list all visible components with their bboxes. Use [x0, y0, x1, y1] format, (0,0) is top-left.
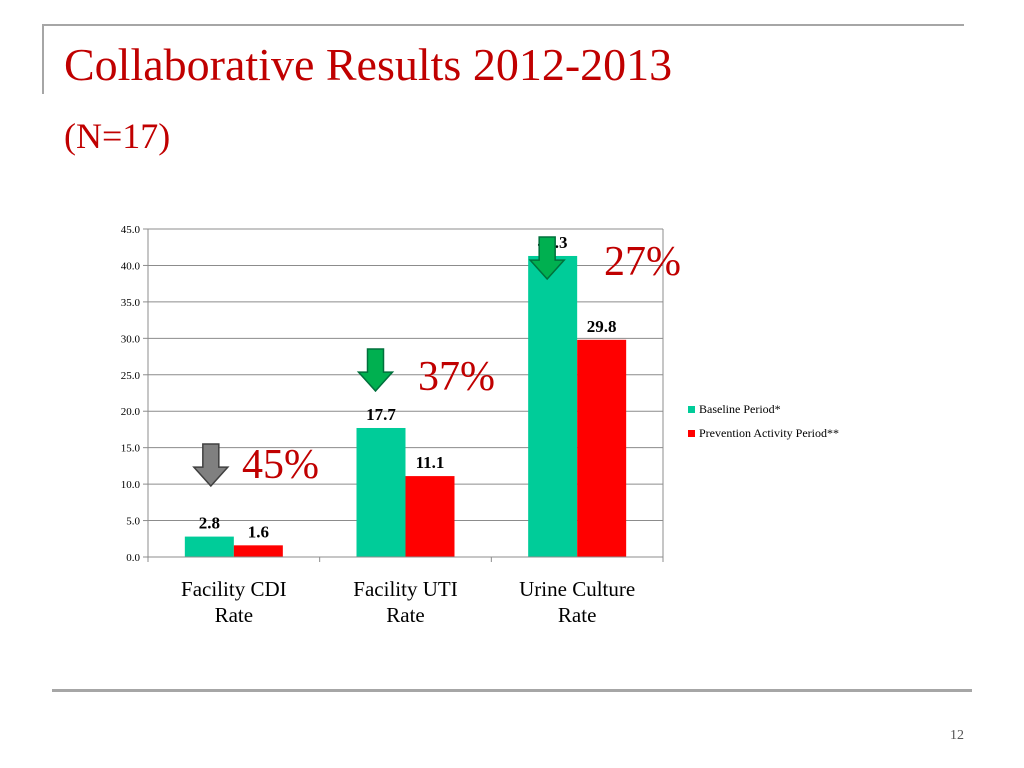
y-tick-label: 40.0 [121, 260, 141, 272]
down-arrow-icon [528, 236, 566, 281]
reduction-percent-label: 45% [242, 442, 319, 488]
data-label: 17.7 [366, 405, 396, 424]
reduction-percent-label: 27% [604, 239, 681, 285]
data-label: 29.8 [587, 317, 617, 336]
y-tick-label: 5.0 [126, 516, 140, 528]
legend: Baseline Period* Prevention Activity Peri… [688, 402, 839, 440]
slide-title: Collaborative Results 2012-2013 [64, 39, 673, 90]
reduction-percent-label: 37% [418, 354, 495, 400]
x-category-label-line: Facility UTI [353, 577, 457, 601]
y-tick-label: 20.0 [121, 406, 141, 418]
frame-top-rule [42, 24, 964, 26]
x-category-label-line: Rate [215, 603, 253, 627]
frame-left-rule [42, 24, 44, 94]
bar [184, 536, 234, 557]
y-tick-label: 45.0 [121, 224, 141, 236]
x-category-label: Facility UTI Rate [353, 577, 457, 627]
x-category-label: Urine Culture Rate [519, 577, 635, 627]
y-axis: 0.0 5.0 10.0 15.0 20.0 25.0 30.0 35.0 40.0 45.0 [121, 224, 664, 564]
legend-swatch [688, 406, 695, 413]
x-category-label-line: Rate [386, 603, 424, 627]
bar [233, 545, 283, 557]
down-arrow-icon [192, 443, 230, 488]
y-tick-label: 25.0 [121, 370, 141, 382]
x-category-label: Facility CDI Rate [181, 577, 287, 627]
bar [577, 339, 627, 557]
slide-subtitle: (N=17) [64, 116, 171, 156]
y-tick-label: 10.0 [121, 479, 141, 491]
legend-label: Prevention Activity Period** [699, 426, 839, 440]
legend-swatch [688, 430, 695, 437]
y-tick-label: 30.0 [121, 333, 141, 345]
y-tick-label: 35.0 [121, 297, 141, 309]
data-label: 11.1 [416, 453, 445, 472]
x-category-label-line: Facility CDI [181, 577, 287, 601]
page-number: 12 [950, 728, 964, 743]
down-arrow-icon [356, 348, 395, 393]
reduction-annotations: 45% 37% 27% [192, 236, 681, 488]
legend-label: Baseline Period* [699, 402, 781, 416]
data-labels: 2.817.741.31.611.129.8 [199, 233, 617, 541]
data-label: 1.6 [248, 522, 269, 541]
y-tick-label: 15.0 [121, 443, 141, 455]
footer-rule [52, 689, 972, 692]
data-label: 2.8 [199, 514, 220, 533]
bar-series [184, 255, 627, 558]
bar [528, 255, 578, 558]
y-tick-label: 0.0 [126, 552, 140, 564]
x-category-label-line: Urine Culture [519, 577, 635, 601]
x-category-label-line: Rate [558, 603, 596, 627]
bar [405, 476, 455, 557]
bar [356, 427, 406, 557]
